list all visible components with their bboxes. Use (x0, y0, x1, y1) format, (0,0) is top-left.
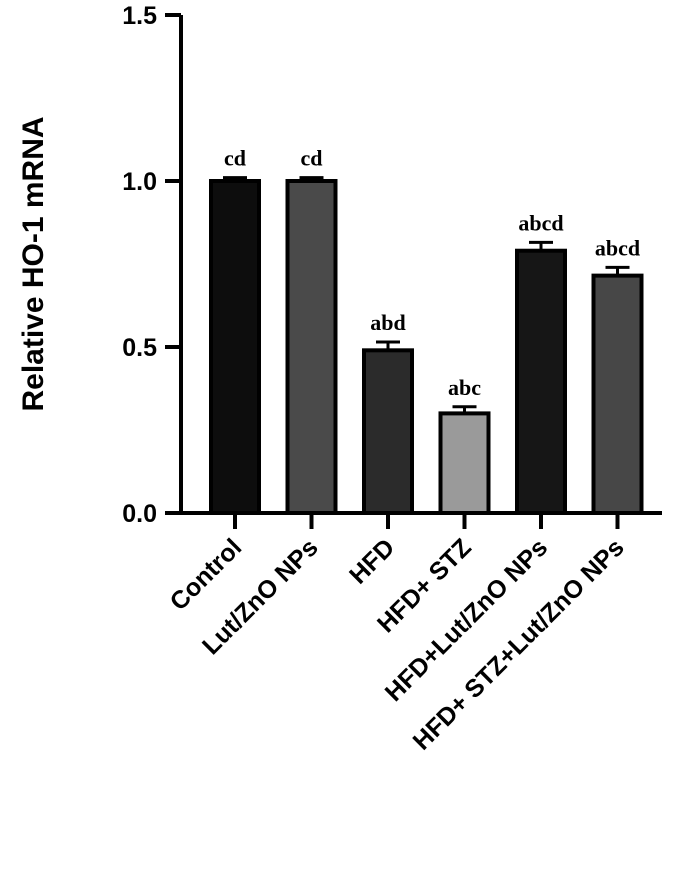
significance-label: abd (370, 310, 405, 335)
significance-label: abcd (595, 235, 640, 260)
significance-label: cd (301, 146, 323, 171)
significance-label: abc (448, 375, 481, 400)
significance-label: cd (224, 146, 246, 171)
bar (362, 348, 414, 515)
significance-label: abcd (518, 210, 563, 235)
y-tick-label: 1.5 (122, 2, 157, 30)
bar (285, 179, 338, 515)
y-tick-label: 0.0 (122, 500, 157, 528)
bar (209, 179, 261, 515)
bar (438, 411, 491, 515)
bar (515, 248, 567, 515)
y-axis-title: Relative HO-1 mRNA (17, 116, 50, 411)
y-axis: 0.0 0.5 1.0 1.5 (122, 2, 183, 528)
category-label: HFD (344, 533, 400, 589)
bar (591, 273, 644, 515)
y-tick-label: 0.5 (122, 334, 157, 362)
bars-layer: cd cd abd abc abcd abcd (209, 146, 644, 515)
y-tick-label: 1.0 (122, 168, 157, 196)
